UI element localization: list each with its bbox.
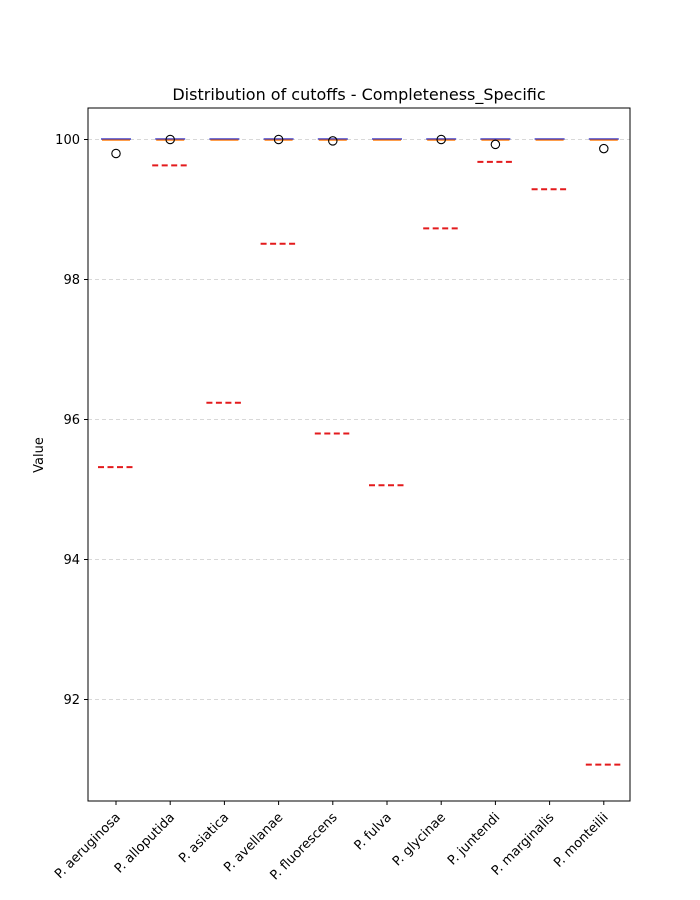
outlier-point-2 — [165, 134, 175, 145]
y-tick-label: 98 — [63, 273, 80, 288]
outlier-point-5 — [328, 136, 338, 146]
y-tick-label: 92 — [63, 693, 80, 708]
x-tick-label: P. fulva — [352, 810, 395, 853]
outlier-point-7 — [436, 134, 446, 145]
x-tick-label: P. aeruginosa — [52, 810, 124, 882]
plot-frame — [87, 107, 631, 802]
y-axis: 92 94 96 98 100 — [55, 133, 88, 708]
outlier-point-10 — [599, 143, 609, 154]
x-tick-label: P. juntendi — [445, 810, 503, 868]
outlier-point-4 — [273, 134, 284, 145]
plot-marks — [98, 134, 622, 766]
x-tick-label: P. monteilii — [551, 810, 611, 870]
chart-title: Distribution of cutoffs - Completeness_S… — [172, 85, 545, 105]
y-tick-label: 100 — [55, 133, 80, 148]
y-tick-label: 96 — [63, 413, 80, 428]
y-tick-label: 94 — [63, 553, 80, 568]
y-axis-label: Value — [32, 437, 47, 473]
outlier-point-8 — [490, 139, 501, 150]
outlier-point-1 — [111, 148, 121, 159]
x-tick-label: P. glycinae — [390, 810, 449, 869]
grid-lines — [88, 139, 630, 700]
x-tick-label: P. asiatica — [176, 810, 232, 866]
